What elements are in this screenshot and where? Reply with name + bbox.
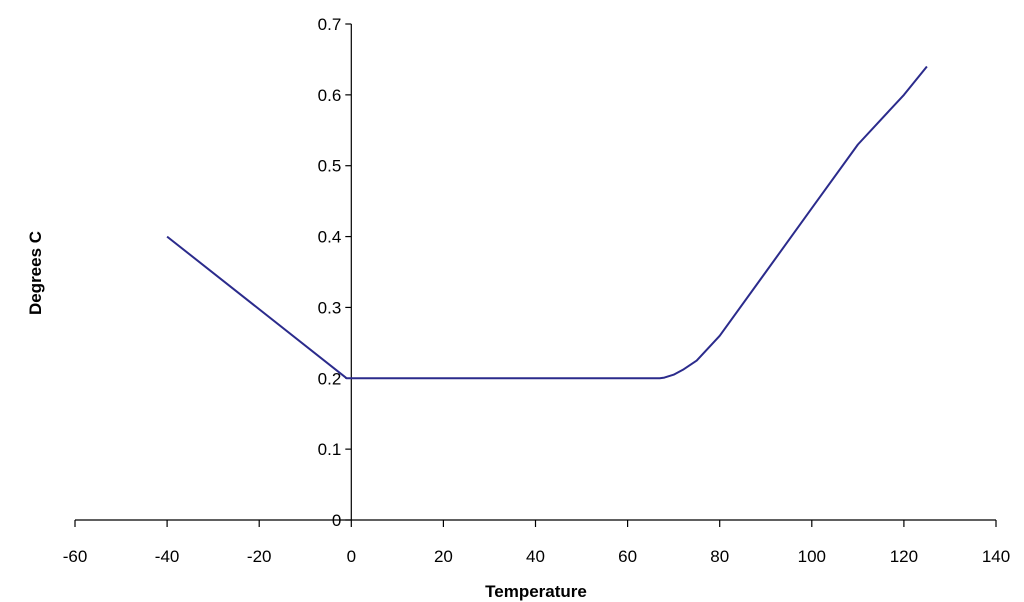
x-tick-label: -40 (155, 547, 180, 566)
y-tick-label: 0.2 (318, 369, 342, 388)
x-tick-label: 0 (347, 547, 356, 566)
x-tick-label: 100 (798, 547, 826, 566)
x-axis-ticks: -60 -40 -20 0 20 40 60 80 100 120 140 (63, 520, 1010, 566)
x-tick-label: 60 (618, 547, 637, 566)
series-line (166, 65, 928, 380)
y-axis-ticks: 00.10.20.30.40.50.60.7 (318, 15, 352, 530)
x-tick-label: 120 (890, 547, 918, 566)
x-tick-label: -20 (247, 547, 272, 566)
x-axis-title: Temperature (485, 582, 587, 601)
x-tick-label: 40 (526, 547, 545, 566)
x-tick-label: -60 (63, 547, 88, 566)
y-tick-label: 0.7 (318, 15, 342, 34)
y-tick-label: 0.1 (318, 440, 342, 459)
x-tick-label: 80 (710, 547, 729, 566)
y-tick-label: 0.6 (318, 86, 342, 105)
y-tick-label: 0.4 (318, 228, 342, 247)
x-tick-label: 20 (434, 547, 453, 566)
x-tick-label: 140 (982, 547, 1010, 566)
y-axis-title: Degrees C (26, 231, 45, 315)
y-tick-label: 0.5 (318, 157, 342, 176)
y-tick-label: 0.3 (318, 298, 342, 317)
series-layer (166, 65, 928, 380)
